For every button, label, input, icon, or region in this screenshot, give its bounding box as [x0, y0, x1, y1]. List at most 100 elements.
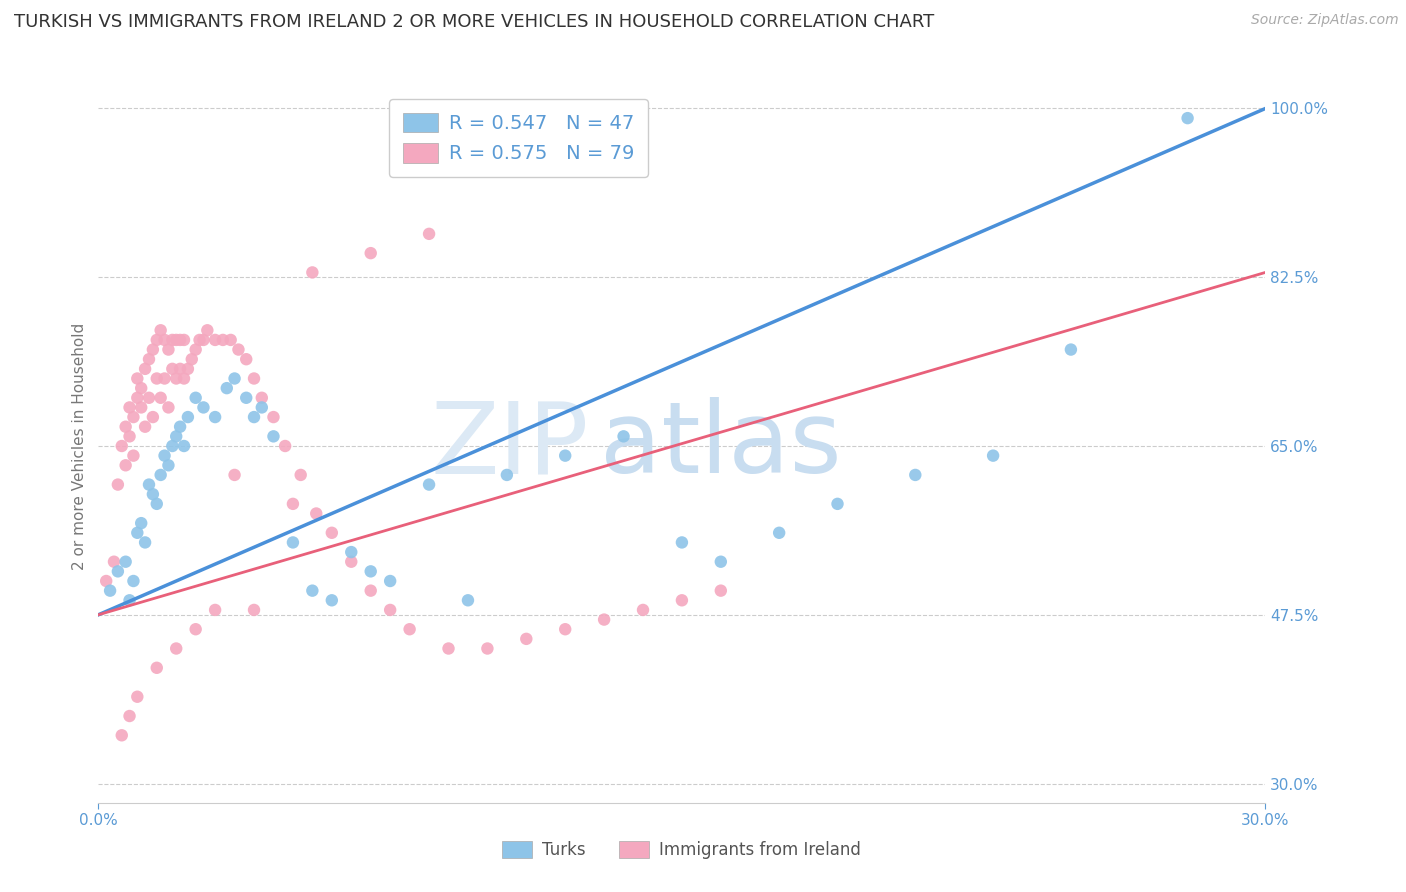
- Point: [134, 362, 156, 376]
- Point: [224, 467, 246, 482]
- Point: [149, 323, 172, 337]
- Y-axis label: 2 or more Vehicles in Household: 2 or more Vehicles in Household: [72, 322, 87, 570]
- Point: [162, 362, 184, 376]
- Point: [631, 603, 654, 617]
- Point: [243, 603, 266, 617]
- Point: [146, 661, 169, 675]
- Point: [235, 391, 257, 405]
- Point: [111, 728, 134, 742]
- Point: [114, 458, 136, 473]
- Point: [184, 391, 207, 405]
- Point: [98, 583, 121, 598]
- Point: [96, 574, 118, 588]
- Point: [118, 429, 141, 443]
- Point: [212, 333, 235, 347]
- Point: [1177, 111, 1199, 125]
- Point: [177, 410, 200, 425]
- Point: [437, 641, 460, 656]
- Point: [146, 497, 169, 511]
- Point: [243, 371, 266, 385]
- Point: [142, 410, 165, 425]
- Point: [153, 371, 176, 385]
- Point: [193, 333, 215, 347]
- Point: [290, 467, 312, 482]
- Point: [129, 516, 152, 530]
- Point: [204, 603, 226, 617]
- Point: [904, 467, 927, 482]
- Point: [262, 410, 284, 425]
- Point: [122, 410, 145, 425]
- Point: [153, 333, 176, 347]
- Text: Source: ZipAtlas.com: Source: ZipAtlas.com: [1251, 13, 1399, 28]
- Point: [188, 333, 211, 347]
- Point: [243, 410, 266, 425]
- Point: [262, 429, 284, 443]
- Point: [129, 381, 152, 395]
- Point: [165, 333, 187, 347]
- Point: [122, 574, 145, 588]
- Point: [321, 525, 343, 540]
- Point: [378, 603, 402, 617]
- Point: [122, 449, 145, 463]
- Point: [219, 333, 242, 347]
- Point: [340, 545, 363, 559]
- Point: [457, 593, 479, 607]
- Point: [165, 429, 187, 443]
- Point: [184, 343, 207, 357]
- Point: [138, 391, 160, 405]
- Point: [360, 583, 382, 598]
- Point: [418, 477, 440, 491]
- Point: [224, 371, 246, 385]
- Point: [118, 593, 141, 607]
- Point: [204, 410, 226, 425]
- Point: [153, 449, 176, 463]
- Point: [360, 246, 382, 260]
- Point: [281, 535, 304, 549]
- Point: [142, 487, 165, 501]
- Point: [173, 333, 195, 347]
- Point: [138, 477, 160, 491]
- Point: [127, 371, 149, 385]
- Text: atlas: atlas: [600, 398, 842, 494]
- Point: [195, 323, 218, 337]
- Text: ZIP: ZIP: [430, 398, 589, 494]
- Point: [1060, 343, 1083, 357]
- Point: [127, 525, 149, 540]
- Point: [768, 525, 790, 540]
- Point: [515, 632, 537, 646]
- Point: [129, 401, 152, 415]
- Point: [671, 593, 693, 607]
- Point: [169, 362, 191, 376]
- Point: [398, 622, 420, 636]
- Point: [301, 583, 323, 598]
- Point: [613, 429, 636, 443]
- Point: [180, 352, 202, 367]
- Point: [274, 439, 297, 453]
- Point: [157, 458, 180, 473]
- Point: [173, 439, 195, 453]
- Point: [281, 497, 304, 511]
- Point: [146, 333, 169, 347]
- Point: [710, 555, 733, 569]
- Point: [107, 565, 129, 579]
- Point: [305, 507, 328, 521]
- Point: [157, 401, 180, 415]
- Point: [827, 497, 849, 511]
- Text: TURKISH VS IMMIGRANTS FROM IRELAND 2 OR MORE VEHICLES IN HOUSEHOLD CORRELATION C: TURKISH VS IMMIGRANTS FROM IRELAND 2 OR …: [14, 13, 935, 31]
- Point: [250, 391, 273, 405]
- Point: [250, 401, 273, 415]
- Point: [127, 690, 149, 704]
- Point: [177, 362, 200, 376]
- Point: [193, 401, 215, 415]
- Point: [165, 371, 187, 385]
- Point: [418, 227, 440, 241]
- Point: [118, 709, 141, 723]
- Point: [127, 391, 149, 405]
- Point: [134, 419, 156, 434]
- Point: [157, 343, 180, 357]
- Point: [142, 343, 165, 357]
- Point: [162, 333, 184, 347]
- Point: [169, 419, 191, 434]
- Point: [114, 555, 136, 569]
- Point: [149, 467, 172, 482]
